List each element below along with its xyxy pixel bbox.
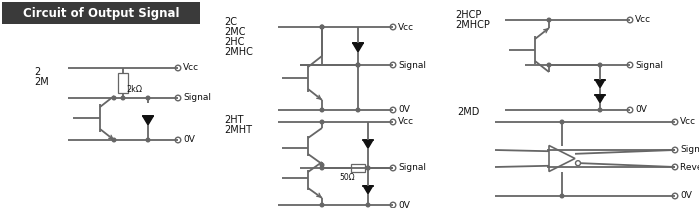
Polygon shape: [549, 146, 575, 172]
Text: 2MC: 2MC: [224, 27, 245, 37]
Circle shape: [366, 166, 370, 170]
Text: 2HT: 2HT: [224, 115, 243, 125]
Circle shape: [113, 96, 116, 100]
Circle shape: [320, 203, 324, 207]
Text: Vcc: Vcc: [183, 63, 199, 73]
Circle shape: [547, 18, 551, 22]
Polygon shape: [596, 95, 605, 103]
Circle shape: [356, 63, 360, 67]
Text: 2MHCP: 2MHCP: [455, 20, 490, 30]
Text: 0V: 0V: [183, 135, 195, 145]
Text: 0V: 0V: [398, 201, 410, 208]
Text: 2M: 2M: [34, 77, 49, 87]
Circle shape: [356, 108, 360, 112]
Text: Signal: Signal: [183, 94, 211, 103]
Circle shape: [560, 194, 564, 198]
Text: 2HC: 2HC: [224, 37, 245, 47]
Text: Circuit of Output Signal: Circuit of Output Signal: [23, 6, 179, 20]
Circle shape: [320, 108, 324, 112]
Bar: [2, 2, 200, 24]
Circle shape: [356, 63, 360, 67]
Text: 2MD: 2MD: [457, 107, 480, 117]
Text: 2MHT: 2MHT: [224, 125, 252, 135]
Polygon shape: [363, 186, 373, 194]
Circle shape: [320, 25, 324, 29]
Text: 2MHC: 2MHC: [224, 47, 253, 57]
Text: Vcc: Vcc: [635, 16, 651, 25]
Polygon shape: [596, 80, 605, 88]
Polygon shape: [143, 116, 153, 125]
Text: Signal: Signal: [398, 61, 426, 69]
Circle shape: [547, 63, 551, 67]
Circle shape: [146, 96, 150, 100]
Circle shape: [598, 108, 602, 112]
Text: 0V: 0V: [635, 105, 647, 114]
Text: Reverse Signal: Reverse Signal: [680, 162, 699, 172]
Text: Vcc: Vcc: [398, 118, 414, 126]
Circle shape: [320, 163, 324, 167]
Circle shape: [560, 120, 564, 124]
Circle shape: [366, 166, 370, 170]
Circle shape: [366, 203, 370, 207]
Text: 2: 2: [34, 67, 41, 77]
Text: Signal: Signal: [680, 146, 699, 155]
Bar: [350, 164, 364, 172]
Polygon shape: [352, 43, 363, 52]
Text: 2C: 2C: [224, 17, 237, 27]
Text: 0V: 0V: [680, 192, 692, 201]
Circle shape: [146, 138, 150, 142]
Text: Signal: Signal: [398, 163, 426, 172]
Circle shape: [320, 166, 324, 170]
Text: 2HCP: 2HCP: [455, 10, 482, 20]
Circle shape: [320, 25, 324, 29]
Bar: [118, 73, 128, 93]
Polygon shape: [363, 140, 373, 148]
Text: 50Ω: 50Ω: [339, 173, 354, 182]
Circle shape: [113, 138, 116, 142]
Text: 2kΩ: 2kΩ: [126, 85, 142, 94]
Text: Vcc: Vcc: [680, 118, 696, 126]
Text: 0V: 0V: [398, 105, 410, 114]
Text: Signal: Signal: [635, 61, 663, 69]
Circle shape: [598, 63, 602, 67]
Text: Vcc: Vcc: [398, 22, 414, 31]
Circle shape: [320, 120, 324, 124]
Circle shape: [121, 96, 125, 100]
